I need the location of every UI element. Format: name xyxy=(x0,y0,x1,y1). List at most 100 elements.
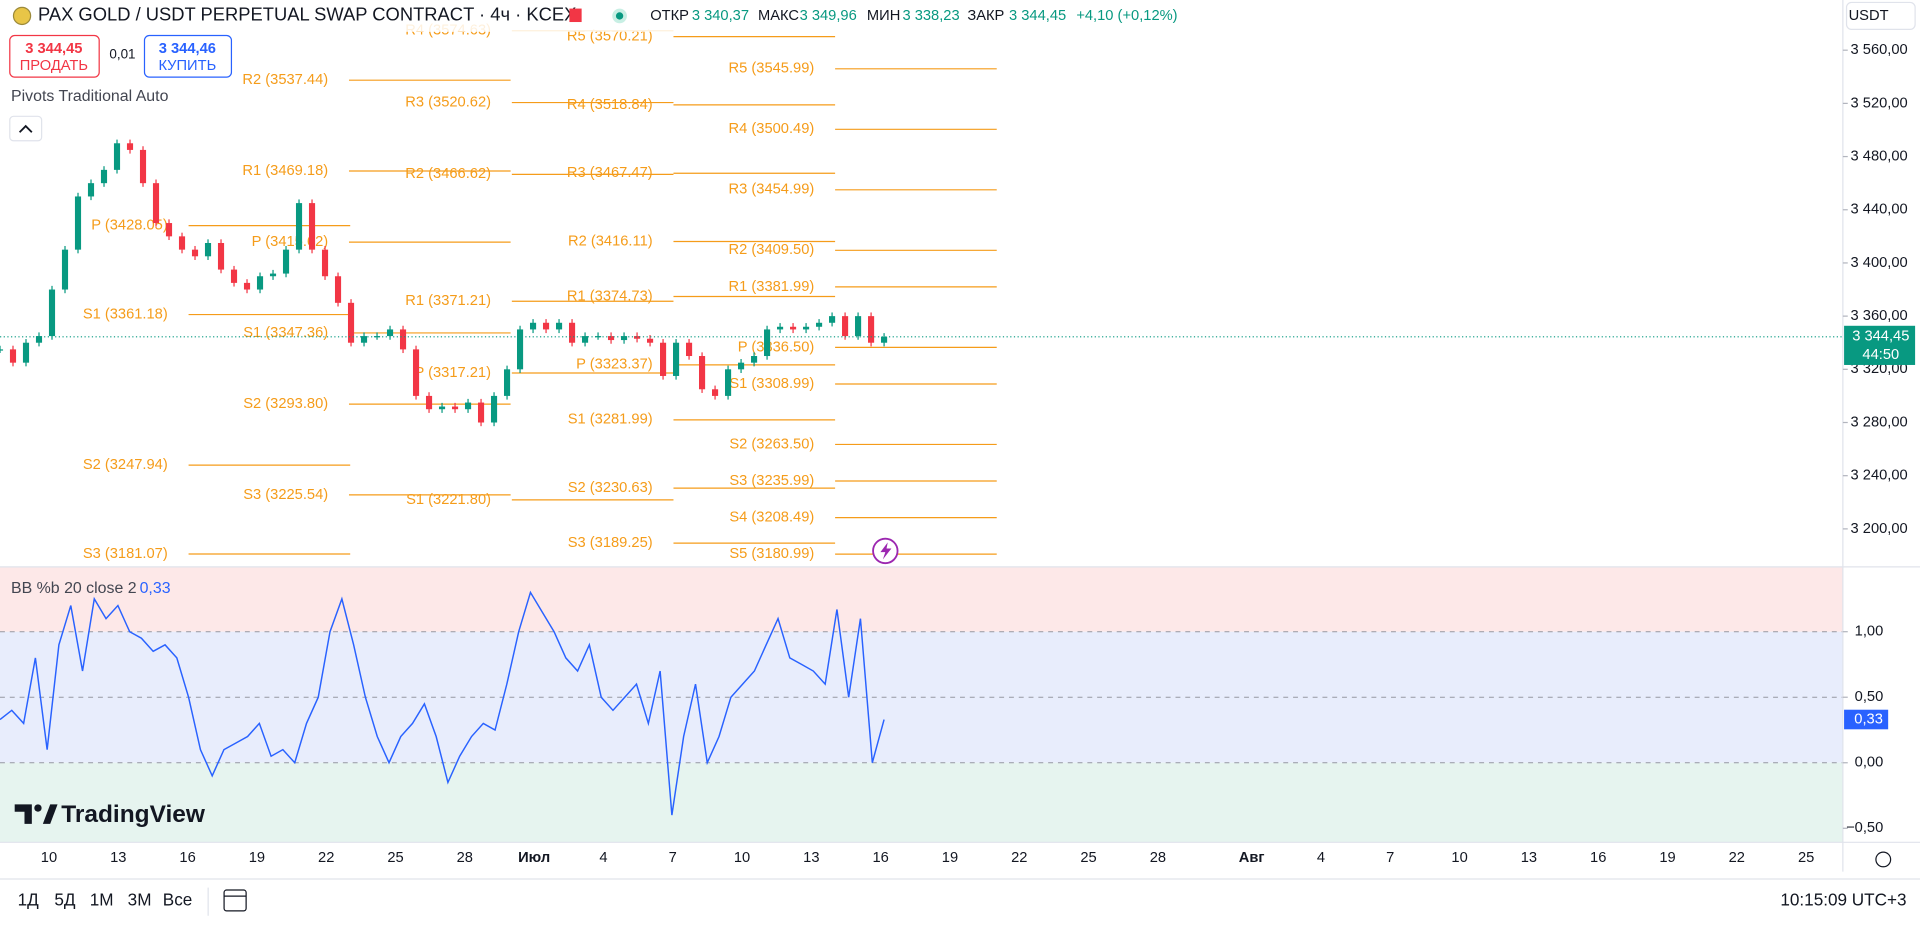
pivot-label: R1 (3374.73) xyxy=(567,288,653,304)
pivots-legend[interactable]: Pivots Traditional Auto xyxy=(11,88,169,105)
pivot-label: R3 (3520.62) xyxy=(405,94,491,110)
candle-body xyxy=(178,236,186,250)
currency[interactable]: USDT xyxy=(1849,8,1889,24)
candle-body xyxy=(673,342,680,376)
pivot-label: S2 (3247.94) xyxy=(83,457,168,473)
candle-body xyxy=(412,349,420,396)
candle-body xyxy=(646,338,654,343)
price-tick-label: 3 440,00 xyxy=(1851,202,1908,218)
candle-body xyxy=(751,356,758,363)
low-value: 3 338,23 xyxy=(902,8,959,24)
candle-body xyxy=(373,336,381,338)
time-label: 22 xyxy=(1729,850,1745,866)
sell-label[interactable]: ПРОДАТЬ xyxy=(20,58,88,74)
pivot-label: S3 (3225.54) xyxy=(243,487,328,503)
buy-label[interactable]: КУПИТЬ xyxy=(158,58,216,74)
price-tick-label: 3 200,00 xyxy=(1851,521,1908,537)
candle-body xyxy=(152,183,160,224)
symbol-title[interactable]: PAX GOLD / USDT PERPETUAL SWAP CONTRACT … xyxy=(38,4,576,25)
band-upper xyxy=(0,566,1843,632)
time-label: 4 xyxy=(599,850,607,866)
currency-button[interactable] xyxy=(1845,1,1916,30)
bb-line xyxy=(0,590,885,816)
pivot-label: R1 (3469.18) xyxy=(242,163,328,179)
pivot-label: R2 (3466.62) xyxy=(405,166,491,182)
bb-legend[interactable]: BB %b 20 close 2 xyxy=(11,580,137,597)
pivot-label: S1 (3221.80) xyxy=(406,492,491,508)
candle-body xyxy=(686,342,693,357)
pivot-label: S3 (3189.25) xyxy=(568,535,653,551)
buy-price[interactable]: 3 344,46 xyxy=(159,41,216,57)
sell-button[interactable] xyxy=(9,34,100,78)
indicator-tick-label: 0,00 xyxy=(1855,755,1884,771)
candle-body xyxy=(620,336,628,341)
candle-body xyxy=(243,282,251,290)
candle-body xyxy=(477,402,485,423)
candle-body xyxy=(0,349,4,351)
time-label: 19 xyxy=(249,850,265,866)
candle-body xyxy=(529,322,537,330)
logo-slash xyxy=(42,804,58,824)
candle-body xyxy=(308,203,316,250)
candle-body xyxy=(503,369,511,396)
pivot-label: S2 (3230.63) xyxy=(568,480,653,496)
indicator-tick-label: 0,50 xyxy=(1855,689,1884,705)
collapse-button[interactable] xyxy=(9,115,43,142)
price-tick-label: 3 480,00 xyxy=(1851,148,1908,164)
candle-body xyxy=(113,143,121,170)
pivot-label: P (3336.50) xyxy=(738,339,815,355)
candle-body xyxy=(139,149,147,184)
settings-icon[interactable] xyxy=(1875,851,1892,868)
last-price-badge xyxy=(1844,325,1916,365)
candle-body xyxy=(842,316,849,337)
range-button[interactable]: 1Д xyxy=(18,890,40,910)
time-label: 16 xyxy=(179,850,195,866)
band-lower xyxy=(0,762,1843,843)
time-label: 25 xyxy=(387,850,403,866)
price-tick-label: 3 360,00 xyxy=(1851,308,1908,324)
candle-body xyxy=(712,389,719,396)
open-value: 3 340,37 xyxy=(692,8,749,24)
spread: 0,01 xyxy=(109,47,135,62)
indicator-tick-label: −0,50 xyxy=(1846,820,1883,836)
candle-body xyxy=(87,183,95,197)
price-tick-label: 3 520,00 xyxy=(1851,95,1908,111)
candle-body xyxy=(699,356,706,390)
buy-button[interactable] xyxy=(143,34,233,78)
time-label: 16 xyxy=(1590,850,1606,866)
range-button[interactable]: 1М xyxy=(90,890,114,910)
plot: P (3428.05) S1 (3361.18) S2 (3247.94) S3 (3… xyxy=(0,23,1843,816)
calendar-icon[interactable] xyxy=(223,889,247,912)
pivot-label: R3 (3454.99) xyxy=(729,182,815,198)
candle-body xyxy=(633,336,641,339)
flag-icon[interactable] xyxy=(569,8,582,23)
time-label: 7 xyxy=(669,850,677,866)
range-button[interactable]: 3М xyxy=(128,890,152,910)
candle-body xyxy=(399,329,407,350)
candle-body xyxy=(347,302,355,343)
range-button[interactable]: 5Д xyxy=(54,890,76,910)
price-tick-label: 3 320,00 xyxy=(1851,361,1908,377)
time-label: 13 xyxy=(803,850,819,866)
candle-body xyxy=(516,329,524,370)
close-label: ЗАКР xyxy=(967,8,1004,24)
close-value: 3 344,45 xyxy=(1009,8,1066,24)
header-bg xyxy=(0,0,1225,32)
time-label: 25 xyxy=(1080,850,1096,866)
indicator-bands xyxy=(0,566,1843,843)
candle-body xyxy=(581,336,589,343)
candle-body xyxy=(22,342,30,363)
countdown: 44:50 xyxy=(1862,347,1899,363)
range-button[interactable]: Все xyxy=(163,890,193,910)
candle-body xyxy=(35,336,43,343)
sell-price[interactable]: 3 344,45 xyxy=(25,41,82,57)
logo-dot xyxy=(34,804,42,812)
candle-body xyxy=(660,342,667,376)
change-value: +4,10 (+0,12%) xyxy=(1076,8,1177,24)
candle-body xyxy=(594,336,602,338)
pivot-label: S1 (3308.99) xyxy=(729,376,814,392)
pivot-label: P (3415.62) xyxy=(252,234,329,250)
candle-body xyxy=(165,223,173,237)
indicator-tick-label: 1,00 xyxy=(1855,624,1884,640)
